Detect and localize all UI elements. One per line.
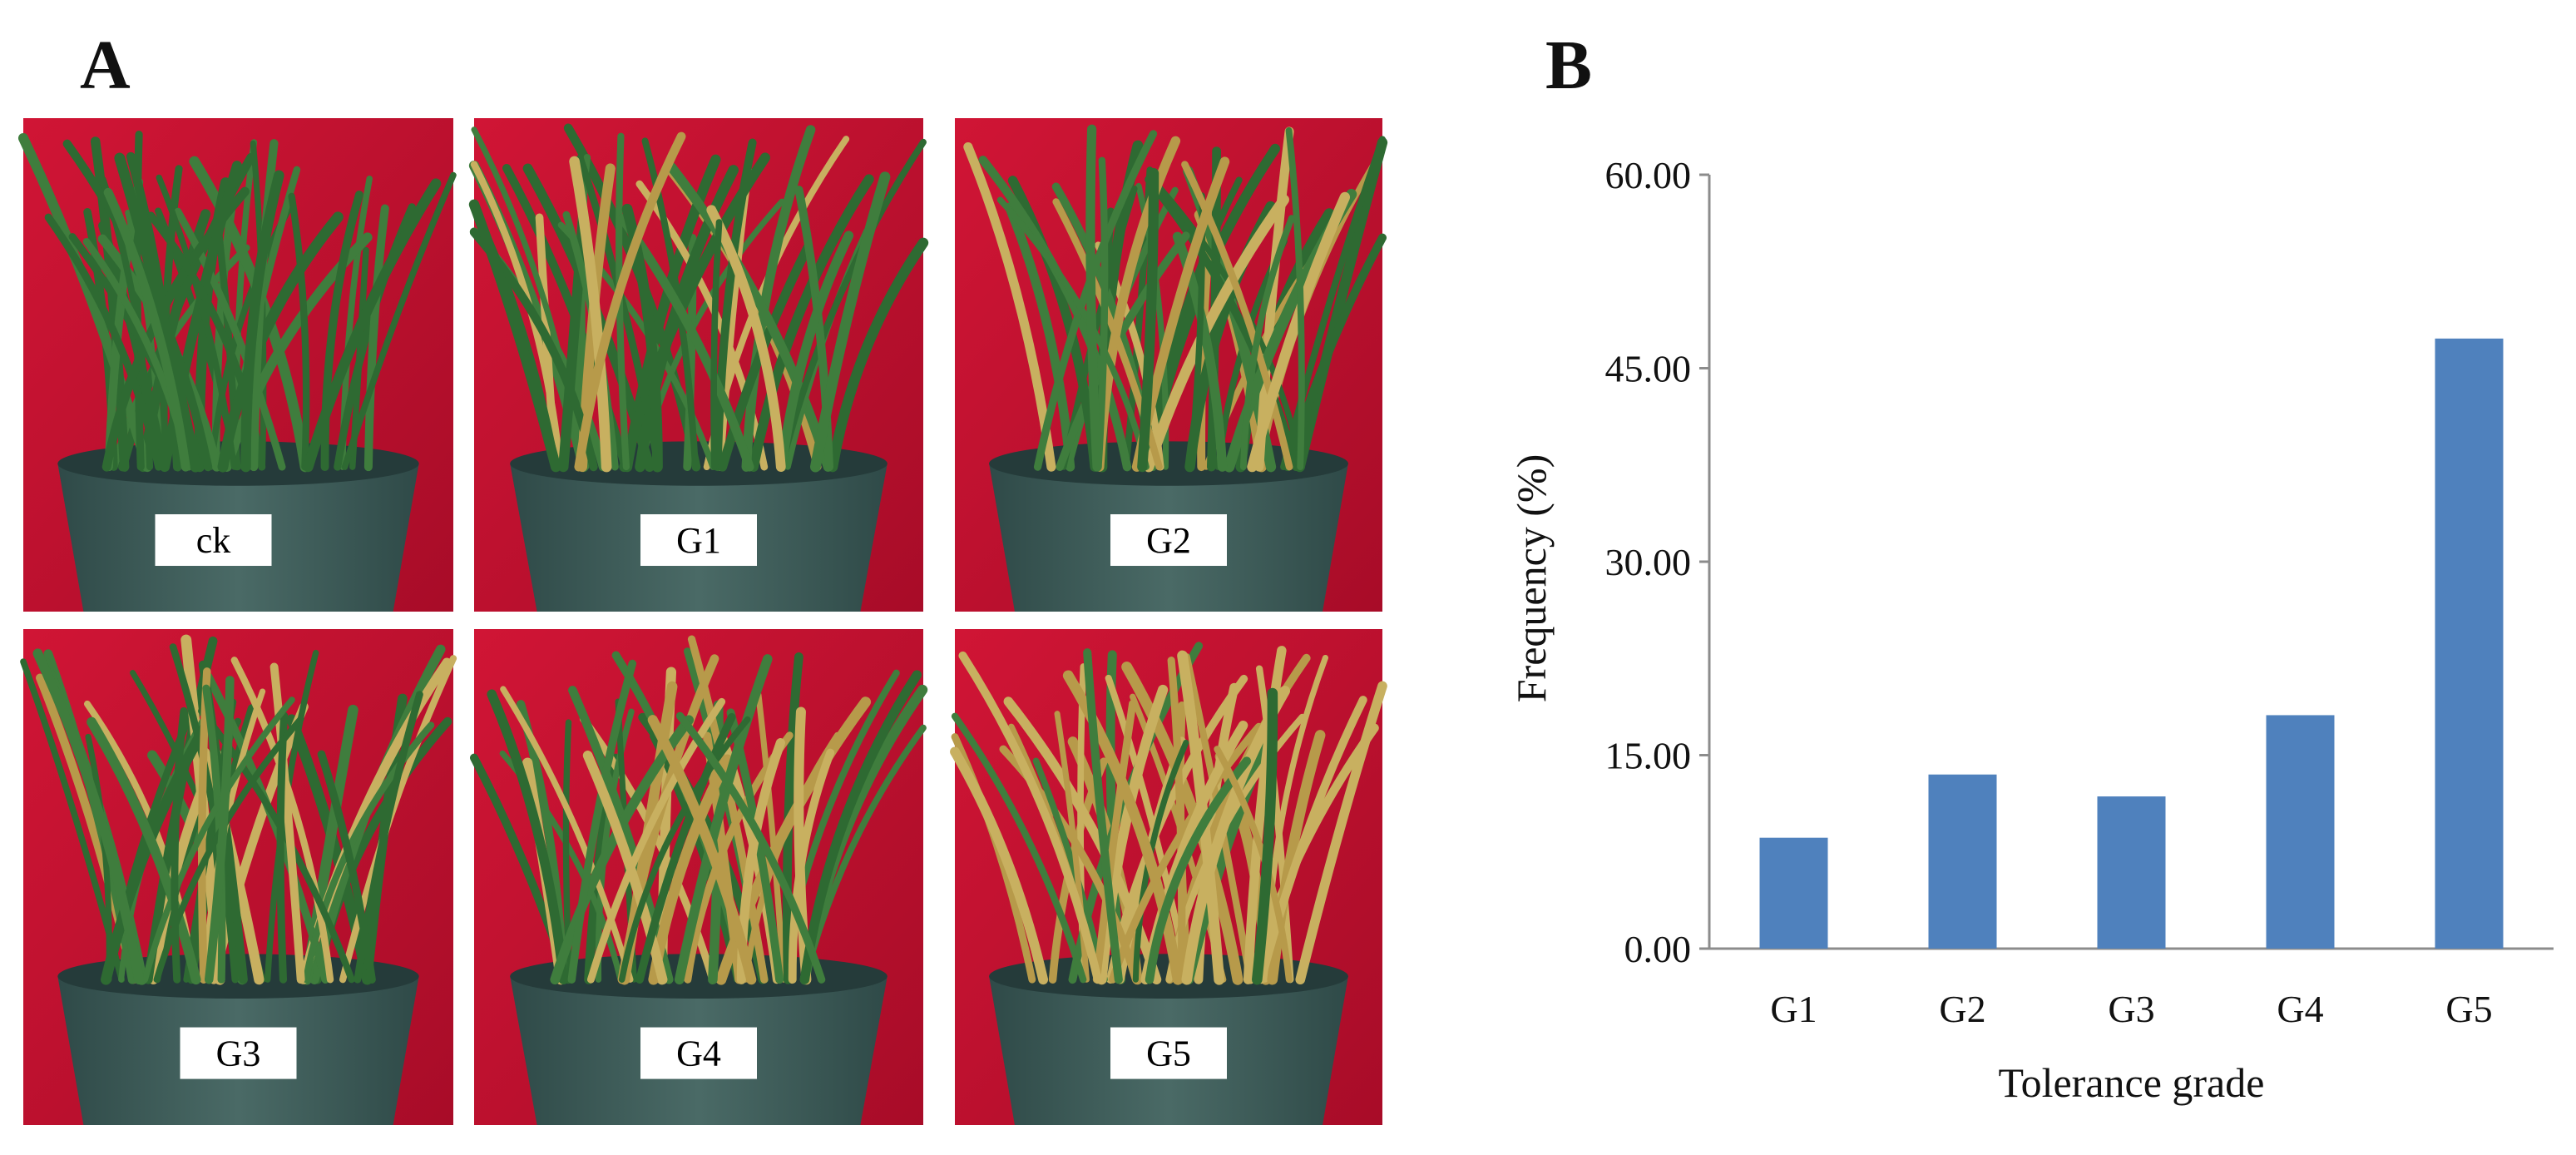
y-axis-title: Frequency (%) <box>1508 454 1555 703</box>
y-tick-label: 45.00 <box>1605 348 1692 390</box>
photo-label-box <box>1110 1027 1227 1079</box>
photo-label-g3: G3 <box>216 1034 261 1074</box>
photo-label-box <box>640 514 757 567</box>
x-tick-label: G3 <box>2108 988 2154 1030</box>
bar-g2 <box>1928 774 1997 949</box>
photo-label-g4: G4 <box>676 1034 721 1074</box>
bar-g3 <box>2097 796 2166 949</box>
plant-photo-ck: ck <box>17 118 457 612</box>
x-axis-title: Tolerance grade <box>1999 1059 2265 1106</box>
plant-photo-grid: ck G1 G2 G3 G4 G5 <box>17 118 1388 1125</box>
photo-label-box <box>155 514 272 567</box>
plant-photo-g4: G4 <box>470 629 928 1125</box>
bar-g4 <box>2266 715 2335 949</box>
photo-label-g1: G1 <box>676 520 721 561</box>
x-tick-label: G2 <box>1939 988 1985 1030</box>
plant-photo-g2: G2 <box>955 118 1388 612</box>
x-tick-label: G1 <box>1770 988 1817 1030</box>
frequency-bar-chart: 0.00 15.00 30.00 45.00 60.00 G1 G2 G3 G4 G5 Tolera… <box>1508 154 2554 1106</box>
photo-label-box <box>180 1027 297 1079</box>
photo-label-ck: ck <box>196 520 231 561</box>
photo-label-g2: G2 <box>1146 520 1191 561</box>
y-tick-label: 15.00 <box>1605 735 1692 777</box>
photo-label-g5: G5 <box>1146 1034 1191 1074</box>
panel-label-a: A <box>80 27 131 104</box>
plant-photo-g5: G5 <box>950 629 1387 1125</box>
panel-label-b: B <box>1545 27 1593 104</box>
x-tick-label: G5 <box>2445 988 2492 1030</box>
y-tick-label: 30.00 <box>1605 541 1692 583</box>
x-tick-label: G4 <box>2277 988 2323 1030</box>
y-tick-label: 60.00 <box>1605 154 1692 196</box>
bar-g5 <box>2435 338 2504 949</box>
plant-photo-g1: G1 <box>468 118 929 612</box>
plant-photo-g3: G3 <box>20 629 457 1125</box>
y-tick-label: 0.00 <box>1624 928 1692 970</box>
photo-label-box <box>640 1027 757 1079</box>
photo-label-box <box>1110 514 1227 567</box>
bar-g1 <box>1759 837 1828 949</box>
